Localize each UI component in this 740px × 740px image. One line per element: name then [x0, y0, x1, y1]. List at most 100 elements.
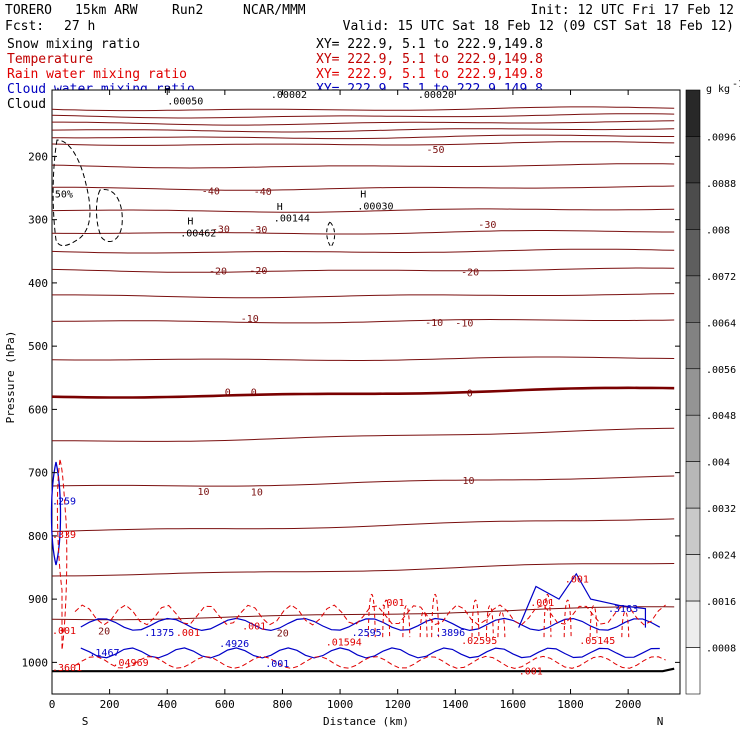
isotherm-line — [52, 120, 675, 126]
cloud-water-contour — [80, 617, 661, 632]
isotherm-line — [51, 106, 675, 112]
contour-label: 20 — [98, 627, 110, 638]
x-tick-label: 1800 — [557, 698, 584, 711]
isotherm-line — [51, 163, 675, 169]
colorbar-swatch — [685, 414, 701, 462]
rain-contour — [56, 459, 68, 651]
snow-contour — [326, 221, 336, 248]
rain-contour — [563, 599, 572, 638]
x-tick-label: 2000 — [615, 698, 642, 711]
contour-label: H — [187, 217, 193, 228]
contour-label: -30 — [212, 224, 230, 235]
x-tick-label: 1400 — [442, 698, 469, 711]
model-name: TORERO — [5, 3, 52, 18]
colorbar-tick-label: .0088 — [706, 179, 736, 190]
contour-label: .01594 — [326, 637, 362, 648]
colorbar-tick-label: .0016 — [706, 597, 736, 608]
contour-label: .259 — [52, 496, 76, 507]
cloud-water-contour — [518, 572, 647, 628]
contour-label: .00030 — [357, 202, 393, 213]
rain-contour — [402, 605, 411, 638]
run-name: Run2 — [172, 3, 203, 18]
isotherm-line — [51, 267, 675, 273]
x-axis: 0 200 400 600 800 1000 1200 1400 1600 1800 2000 — [49, 90, 642, 711]
legend-field-name: Rain water mixing ratio — [7, 67, 187, 82]
contour-label: .2595 — [352, 628, 382, 639]
contour-label: 10 — [463, 476, 475, 487]
rain-contour — [419, 611, 428, 638]
colorbar-swatch — [685, 368, 701, 416]
y-tick-label: 900 — [28, 593, 48, 606]
isotherm-line — [51, 386, 675, 399]
model-resolution: 15km ARW — [75, 3, 138, 18]
y-tick-label: 600 — [28, 403, 48, 416]
isotherm-line — [52, 134, 675, 140]
contour-label: .001 — [380, 598, 404, 609]
contour-label: H — [277, 202, 283, 213]
contour-label: -40 — [254, 187, 272, 198]
contour-label: .04969 — [113, 658, 149, 669]
x-tick-label: 400 — [157, 698, 177, 711]
isotherm-line — [52, 293, 675, 299]
y-tick-label: 700 — [28, 467, 48, 480]
contour-label: .00144 — [274, 214, 310, 225]
contour-label: 0 — [467, 389, 473, 400]
colorbar-swatch — [685, 600, 701, 648]
x-tick-label: 600 — [215, 698, 235, 711]
x-tick-label: 1200 — [384, 698, 411, 711]
contour-label: .3896 — [435, 628, 465, 639]
contour-label: 20 — [277, 628, 289, 639]
isotherm-line — [51, 230, 675, 235]
contour-label: .001 — [242, 622, 266, 633]
colorbar-tick-label: .004 — [706, 458, 730, 469]
contour-label: -20 — [249, 266, 267, 277]
contour-label: .001 — [176, 628, 200, 639]
x-tick-label: 200 — [100, 698, 120, 711]
contour-label: .00020 — [418, 90, 454, 101]
contour-label: -20 — [461, 267, 479, 278]
isotherm-line — [51, 606, 675, 621]
isotherm-line — [51, 208, 675, 213]
contour-label: -50 — [427, 145, 445, 156]
contour-label: 50% — [55, 190, 73, 201]
colorbar-tick-label: .0008 — [706, 644, 736, 655]
plot-frame — [51, 89, 681, 695]
plot-area: .00002.00020H.0005050%H.00030H.00144H.00… — [50, 85, 675, 677]
figure-header: TORERO 15km ARW Run2 NCAR/MMM Init: 12 U… — [5, 3, 734, 34]
contour-label: -10 — [241, 314, 259, 325]
contour-label: 10 — [251, 487, 263, 498]
contour-label: 10 — [198, 487, 210, 498]
isotherm-line — [51, 475, 675, 487]
snow-contour — [96, 189, 123, 242]
isotherm-line — [51, 518, 675, 532]
x-tick-label: 0 — [49, 698, 56, 711]
contour-label: .1375 — [144, 628, 174, 639]
contour-label: .001 — [52, 626, 76, 637]
contour-label: .00462 — [180, 229, 216, 240]
colorbar-swatch — [685, 647, 701, 695]
contour-label: 0 — [225, 388, 231, 399]
y-tick-label: 200 — [28, 150, 48, 163]
cloud-water-contour — [80, 647, 660, 659]
colorbar-swatch — [685, 275, 701, 323]
contour-label: .05145 — [579, 636, 615, 647]
contour-label: .00002 — [271, 90, 307, 101]
colorbar-swatch — [685, 461, 701, 509]
legend-field-name: Temperature — [7, 52, 93, 67]
contour-label: .4926 — [219, 639, 249, 650]
colorbar-tick-label: .008 — [706, 225, 730, 236]
colorbar-tick-label: .0048 — [706, 411, 736, 422]
isotherm-line — [51, 248, 675, 254]
isotherm-line — [51, 141, 675, 146]
colorbar-tick-label: .0096 — [706, 132, 736, 143]
rain-contour — [485, 605, 494, 638]
contour-label: H — [360, 190, 366, 201]
contour-label: -10 — [455, 319, 473, 330]
rain-contour — [497, 611, 506, 638]
contour-label: .001 — [530, 598, 554, 609]
colorbar-swatch — [685, 229, 701, 277]
contour-label: -30 — [249, 225, 267, 236]
